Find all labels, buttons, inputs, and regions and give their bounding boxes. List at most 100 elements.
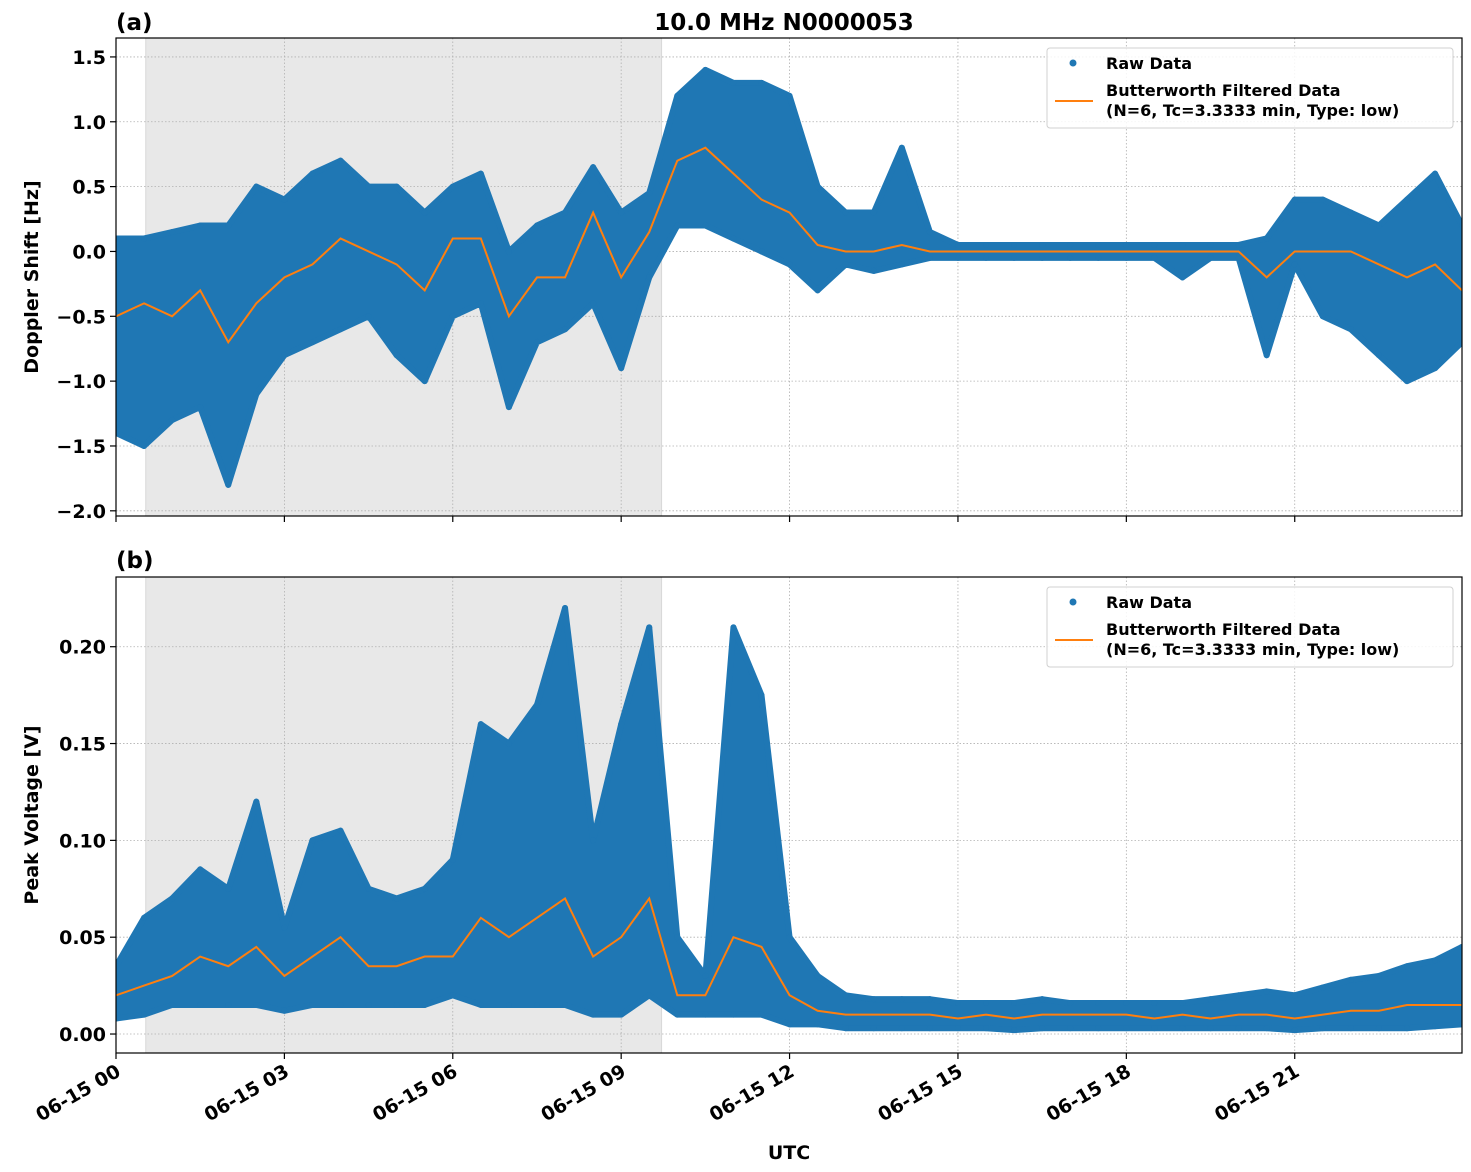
- panel-a-raw-point-low: [786, 261, 793, 268]
- panel-a-raw-point-high: [225, 222, 232, 229]
- panel-a-raw-point-high: [1123, 241, 1130, 248]
- panel-a-raw-point-low: [1235, 254, 1242, 261]
- panel-a-y-tick-label: 1.5: [72, 47, 106, 69]
- panel-b-raw-point-high: [1291, 992, 1298, 999]
- panel-a-plot-area: [116, 38, 1462, 516]
- panel-b-filtered-line: [116, 896, 1462, 1020]
- panel-a-raw-point-low: [870, 267, 877, 274]
- panel-b-raw-point-high: [169, 895, 176, 902]
- panel-a-y-tick-label: −0.5: [56, 306, 106, 328]
- panel-b-raw-point-high: [870, 996, 877, 1003]
- panel-b-raw-point-low: [337, 1001, 344, 1008]
- panel-b-raw-point-high: [505, 740, 512, 747]
- panel-a-raw-point-high: [1067, 241, 1074, 248]
- panel-a-raw-point-low: [618, 365, 625, 372]
- panel-b-raw-point-low: [674, 1011, 681, 1018]
- panel-a-raw-point-low: [281, 352, 288, 359]
- panel-b-raw-point-high: [758, 692, 765, 699]
- panel-b-raw-point-high: [842, 992, 849, 999]
- panel-a-raw-point-high: [1403, 196, 1410, 203]
- panel-b-raw-point-low: [1235, 1025, 1242, 1032]
- panel-a-raw-point-high: [197, 222, 204, 229]
- panel-a-raw-point-low: [674, 222, 681, 229]
- panel-a-raw-point-high: [898, 144, 905, 151]
- panel-a-y-tick-label: 0.0: [72, 241, 106, 263]
- panel-b-raw-point-low: [365, 1001, 372, 1008]
- panel-b-raw-point-low: [842, 1025, 849, 1032]
- x-tick-label: 06-15 03: [201, 1060, 293, 1126]
- panel-a-raw-point-low: [449, 313, 456, 320]
- panel-a-raw-point-low: [1179, 274, 1186, 281]
- panel-a-raw-point-low: [141, 442, 148, 449]
- panel-b-y-tick-label: 0.20: [59, 637, 106, 659]
- panel-b-raw-point-high: [618, 721, 625, 728]
- panel-b-raw-point-low: [618, 1011, 625, 1018]
- panel-a-raw-point-high: [1235, 241, 1242, 248]
- panel-b-raw-point-high: [197, 866, 204, 873]
- panel-a-raw-data-envelope: [116, 66, 1462, 488]
- panel-b-raw-point-low: [562, 1001, 569, 1008]
- panel-a-raw-point-high: [505, 248, 512, 255]
- panel-a-raw-point-low: [197, 404, 204, 411]
- panel-b-raw-point-high: [1123, 1000, 1130, 1007]
- panel-b-raw-point-low: [983, 1025, 990, 1032]
- panel-b-raw-point-low: [1179, 1025, 1186, 1032]
- panel-b-y-tick-label: 0.10: [59, 830, 106, 852]
- panel-a-raw-point-low: [533, 339, 540, 346]
- panel-b-raw-point-low: [1011, 1027, 1018, 1034]
- panel-a-raw-point-low: [814, 287, 821, 294]
- panel-a-raw-point-low: [1459, 339, 1462, 346]
- x-tick-label: 06-15 09: [537, 1060, 629, 1126]
- panel-b-raw-point-high: [1375, 972, 1382, 979]
- panel-a-raw-point-high: [730, 79, 737, 86]
- panel-b-raw-point-high: [1347, 976, 1354, 983]
- panel-b-raw-point-low: [197, 1001, 204, 1008]
- panel-a-raw-point-low: [1347, 326, 1354, 333]
- panel-a-raw-point-low: [253, 391, 260, 398]
- panel-b-raw-point-high: [674, 934, 681, 941]
- panel-b-raw-point-low: [590, 1011, 597, 1018]
- x-tick-label: 06-15 15: [874, 1060, 966, 1126]
- panel-b-raw-point-high: [337, 827, 344, 834]
- x-tick-label: 06-15 21: [1211, 1060, 1303, 1126]
- panel-a-raw-point-low: [393, 352, 400, 359]
- panel-a-raw-point-high: [253, 183, 260, 190]
- panel-b-raw-point-low: [449, 992, 456, 999]
- panel-b-raw-point-low: [758, 1011, 765, 1018]
- panel-b-raw-point-low: [225, 1001, 232, 1008]
- panel-a-raw-point-high: [814, 183, 821, 190]
- panel-a-legend: [1046, 47, 1454, 129]
- panel-b-raw-point-low: [169, 1001, 176, 1008]
- panel-a-raw-point-high: [1179, 241, 1186, 248]
- panel-a-raw-point-low: [337, 326, 344, 333]
- panel-b-raw-point-high: [1095, 1000, 1102, 1007]
- panel-a-raw-point-high: [1375, 222, 1382, 229]
- panel-a-raw-point-high: [618, 209, 625, 216]
- panel-a-raw-point-low: [116, 430, 119, 437]
- panel-b-raw-point-high: [449, 856, 456, 863]
- panel-a-raw-point-low: [646, 274, 653, 281]
- panel-a-raw-point-low: [1432, 365, 1439, 372]
- panel-a-raw-point-low: [1291, 261, 1298, 268]
- panel-a-y-tick-label: −2.0: [56, 501, 106, 523]
- panel-b-raw-point-low: [1095, 1025, 1102, 1032]
- panel-b-raw-point-high: [730, 624, 737, 631]
- panel-a-raw-point-low: [983, 254, 990, 261]
- panel-b-raw-point-high: [141, 914, 148, 921]
- panel-b-raw-point-high: [365, 885, 372, 892]
- panel-a-raw-point-low: [702, 222, 709, 229]
- panel-a-raw-point-high: [1459, 222, 1462, 229]
- panel-b-y-tick-label: 0.05: [59, 927, 106, 949]
- panel-a-raw-point-high: [842, 209, 849, 216]
- panel-b-legend-raw-marker: [1069, 598, 1077, 606]
- panel-a-y-axis-label: Doppler Shift [Hz]: [21, 180, 43, 373]
- panel-a-y-tick-label: −1.0: [56, 371, 106, 393]
- panel-b-raw-point-high: [590, 837, 597, 844]
- panel-b-raw-point-high: [786, 934, 793, 941]
- panel-b-raw-point-low: [421, 1001, 428, 1008]
- chart-title: 10.0 MHz N0000053: [654, 10, 914, 36]
- panel-a-raw-point-high: [562, 209, 569, 216]
- panel-a-raw-point-low: [1123, 254, 1130, 261]
- panel-b-raw-point-low: [393, 1001, 400, 1008]
